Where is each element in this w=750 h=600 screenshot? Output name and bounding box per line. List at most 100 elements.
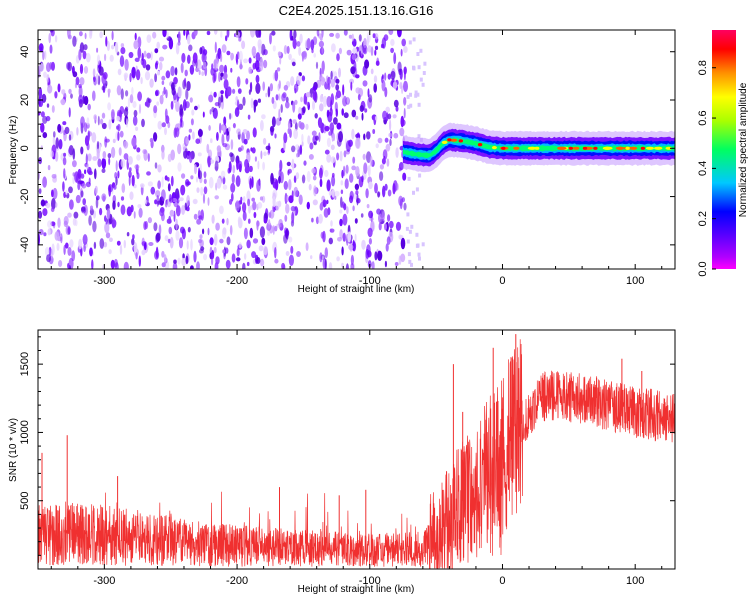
- spectrogram-noise-blob: [53, 131, 56, 138]
- spectrogram-noise-blob: [301, 141, 304, 147]
- spectrogram-noise-blob: [225, 247, 229, 254]
- spectrogram-noise-blob: [93, 114, 97, 121]
- spectrogram-noise-blob: [229, 225, 233, 236]
- spectrogram-noise-blob: [258, 245, 264, 252]
- spectrogram-noise-blob: [377, 191, 380, 198]
- spectrogram-noise-blob: [104, 221, 110, 234]
- spectrogram-noise-blob: [126, 232, 130, 237]
- spectrogram-noise-blob: [236, 76, 241, 88]
- spectrogram-noise-blob: [157, 200, 161, 205]
- spectrogram-noise-blob: [330, 156, 336, 164]
- snr-x-ticks: -300 -200 -100 0 100: [50, 330, 663, 587]
- spectrogram-noise-blob: [193, 213, 198, 220]
- spectrogram-noise-blob: [188, 134, 191, 141]
- spectrogram-noise-blob: [83, 66, 89, 74]
- spectrogram-noise-blob: [289, 128, 292, 138]
- spectrogram-noise-blob: [246, 239, 251, 249]
- spectrogram-noise-blob: [120, 43, 125, 48]
- spectrogram-speckle: [409, 103, 413, 108]
- spectrogram-noise-blob: [84, 169, 87, 175]
- spectrogram-noise-blob: [344, 178, 349, 189]
- spectrogram-noise-blob: [289, 30, 293, 41]
- spectrogram-noise-blob: [82, 50, 87, 60]
- spectrogram-noise-blob: [292, 38, 297, 50]
- spectrogram-noise-blob: [381, 210, 385, 222]
- spectrogram-noise-blob: [177, 162, 182, 172]
- spectrogram-noise-blob: [373, 75, 378, 83]
- spectrogram-noise-blob: [230, 55, 234, 61]
- spectrogram-speckle: [408, 229, 412, 234]
- spectrogram-noise-blob: [384, 183, 388, 191]
- spectrogram-noise-blob: [397, 61, 402, 73]
- spectrogram-noise-blob: [338, 47, 342, 55]
- spectrogram-noise-blob: [69, 199, 74, 210]
- spectrogram-noise-blob: [375, 60, 380, 66]
- spectrogram-noise-blob: [187, 54, 191, 64]
- spectrogram-noise-blob: [229, 152, 234, 158]
- spectrogram-noise-blob: [269, 83, 273, 92]
- spectrogram-noise-blob: [340, 189, 344, 195]
- spectrogram-noise-blob: [117, 131, 120, 141]
- spectrogram-noise-blob: [354, 233, 357, 242]
- spectrogram-noise-blob: [238, 217, 243, 229]
- spectrogram-noise-blob: [400, 237, 406, 250]
- signal-peak: [447, 138, 452, 142]
- spectrogram-noise-blob: [63, 220, 68, 228]
- spectrogram-noise-blob: [128, 156, 133, 165]
- spectrogram-noise-blob: [143, 50, 147, 58]
- spectrogram-noise-blob: [209, 109, 212, 115]
- spectrogram-noise-blob: [147, 153, 150, 162]
- spectrogram-noise-blob: [143, 149, 148, 161]
- spectrogram-noise-blob: [47, 220, 53, 228]
- spectrogram-noise-blob: [192, 52, 198, 64]
- spectrogram-noise-blob: [88, 170, 93, 176]
- spectrogram-noise-blob: [180, 184, 186, 196]
- spectrogram-noise-blob: [315, 61, 319, 69]
- spectrogram-noise-blob: [278, 175, 281, 184]
- spectrogram-noise-blob: [262, 137, 267, 145]
- spectrogram-noise-blob: [326, 179, 331, 192]
- spectrogram-noise-blob: [296, 251, 301, 257]
- spectrogram-noise-blob: [68, 88, 72, 95]
- spectrogram-noise-blob: [335, 84, 340, 91]
- spectrogram-noise-blob: [236, 128, 242, 135]
- spectrogram-noise-blob: [39, 63, 45, 72]
- signal-peak: [640, 146, 646, 150]
- spectrogram-noise-blob: [132, 101, 137, 108]
- spectrogram-noise-blob: [260, 120, 264, 132]
- signal-peak: [593, 146, 598, 150]
- spectrogram-noise-blob: [100, 118, 104, 125]
- spectrogram-noise-blob: [319, 94, 324, 103]
- signal-hotspot: [625, 146, 630, 150]
- spectrogram-noise-blob: [203, 253, 208, 261]
- spectrogram-noise-blob: [367, 227, 373, 238]
- spectrogram-x-tick-label: -100: [359, 275, 381, 287]
- spectrogram-noise-blob: [310, 255, 313, 260]
- spectrogram-noise-blob: [221, 133, 225, 146]
- spectrogram-noise-blob: [345, 263, 349, 269]
- spectrogram-noise-blob: [381, 157, 386, 165]
- signal-hotspot: [534, 146, 540, 150]
- spectrogram-noise-blob: [266, 224, 272, 232]
- spectrogram-noise-blob: [193, 250, 197, 263]
- spectrogram-noise-blob: [352, 47, 358, 55]
- spectrogram-speckle: [417, 134, 421, 139]
- spectrogram-noise-blob: [229, 199, 233, 205]
- spectrogram-noise-blob: [263, 218, 267, 224]
- spectrogram-noise-blob: [261, 237, 266, 246]
- spectrogram-noise-blob: [390, 47, 394, 54]
- spectrogram-noise-blob: [155, 89, 160, 97]
- colorbar: 0.0 0.2 0.4 0.6 0.8 Normalized spectral ampl…: [697, 30, 749, 277]
- spectrogram-noise-blob: [188, 128, 193, 133]
- spectrogram-noise-blob: [169, 209, 175, 217]
- spectrogram-noise-blob: [111, 30, 114, 41]
- spectrogram-noise-blob: [272, 45, 276, 52]
- spectrogram-noise-blob: [386, 236, 391, 245]
- spectrogram-noise-blob: [222, 249, 226, 254]
- spectrogram-noise-blob: [51, 189, 54, 198]
- spectrogram-noise-blob: [401, 85, 404, 95]
- spectrogram-noise-blob: [335, 32, 340, 39]
- spectrogram-noise-blob: [157, 70, 160, 76]
- spectrogram-noise-blob: [156, 41, 160, 50]
- spectrogram-noise-blob: [319, 167, 323, 179]
